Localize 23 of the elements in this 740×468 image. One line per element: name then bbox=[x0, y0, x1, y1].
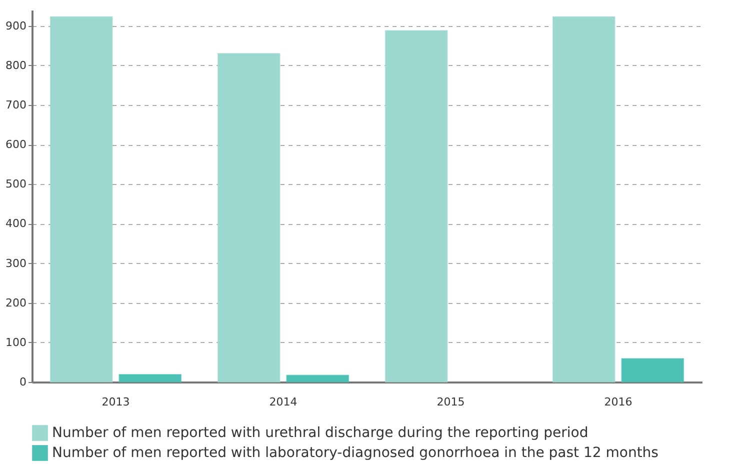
x-tick-label: 2014 bbox=[269, 396, 298, 408]
y-tick-label: 100 bbox=[6, 336, 26, 349]
y-tick-label: 300 bbox=[6, 256, 26, 270]
x-tick-label: 2016 bbox=[604, 396, 632, 408]
x-tick-label: 2015 bbox=[436, 396, 465, 408]
y-tick-label: 600 bbox=[6, 138, 26, 152]
y-tick-label: 900 bbox=[6, 19, 26, 32]
bar bbox=[552, 16, 616, 382]
bar bbox=[286, 374, 350, 382]
y-tick-label: 800 bbox=[6, 58, 26, 72]
bar bbox=[384, 30, 448, 382]
bar bbox=[217, 53, 280, 382]
x-tick-label: 2013 bbox=[102, 396, 130, 408]
legend-label: Number of men reported with urethral discharge during the reporting period bbox=[52, 425, 588, 441]
bar bbox=[118, 374, 182, 382]
bar bbox=[50, 16, 113, 382]
y-tick-label: 500 bbox=[6, 178, 26, 191]
y-tick-label: 200 bbox=[6, 296, 26, 310]
y-tick-label: 400 bbox=[6, 217, 26, 230]
bar bbox=[621, 358, 684, 382]
legend-label: Number of men reported with laboratory-diagnosed gonorrhoea in the past 12 months bbox=[52, 445, 658, 461]
y-tick-label: 700 bbox=[6, 98, 26, 112]
y-tick-label: 0 bbox=[20, 376, 26, 388]
